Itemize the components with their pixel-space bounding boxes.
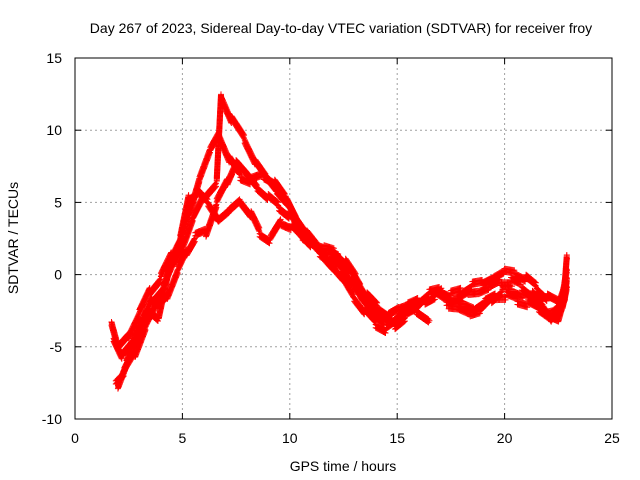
series-track-2: [110, 91, 433, 362]
chart-title: Day 267 of 2023, Sidereal Day-to-day VTE…: [90, 20, 592, 36]
grid: [75, 58, 612, 419]
data-points: [108, 91, 570, 392]
data-point-marker: [157, 276, 164, 283]
